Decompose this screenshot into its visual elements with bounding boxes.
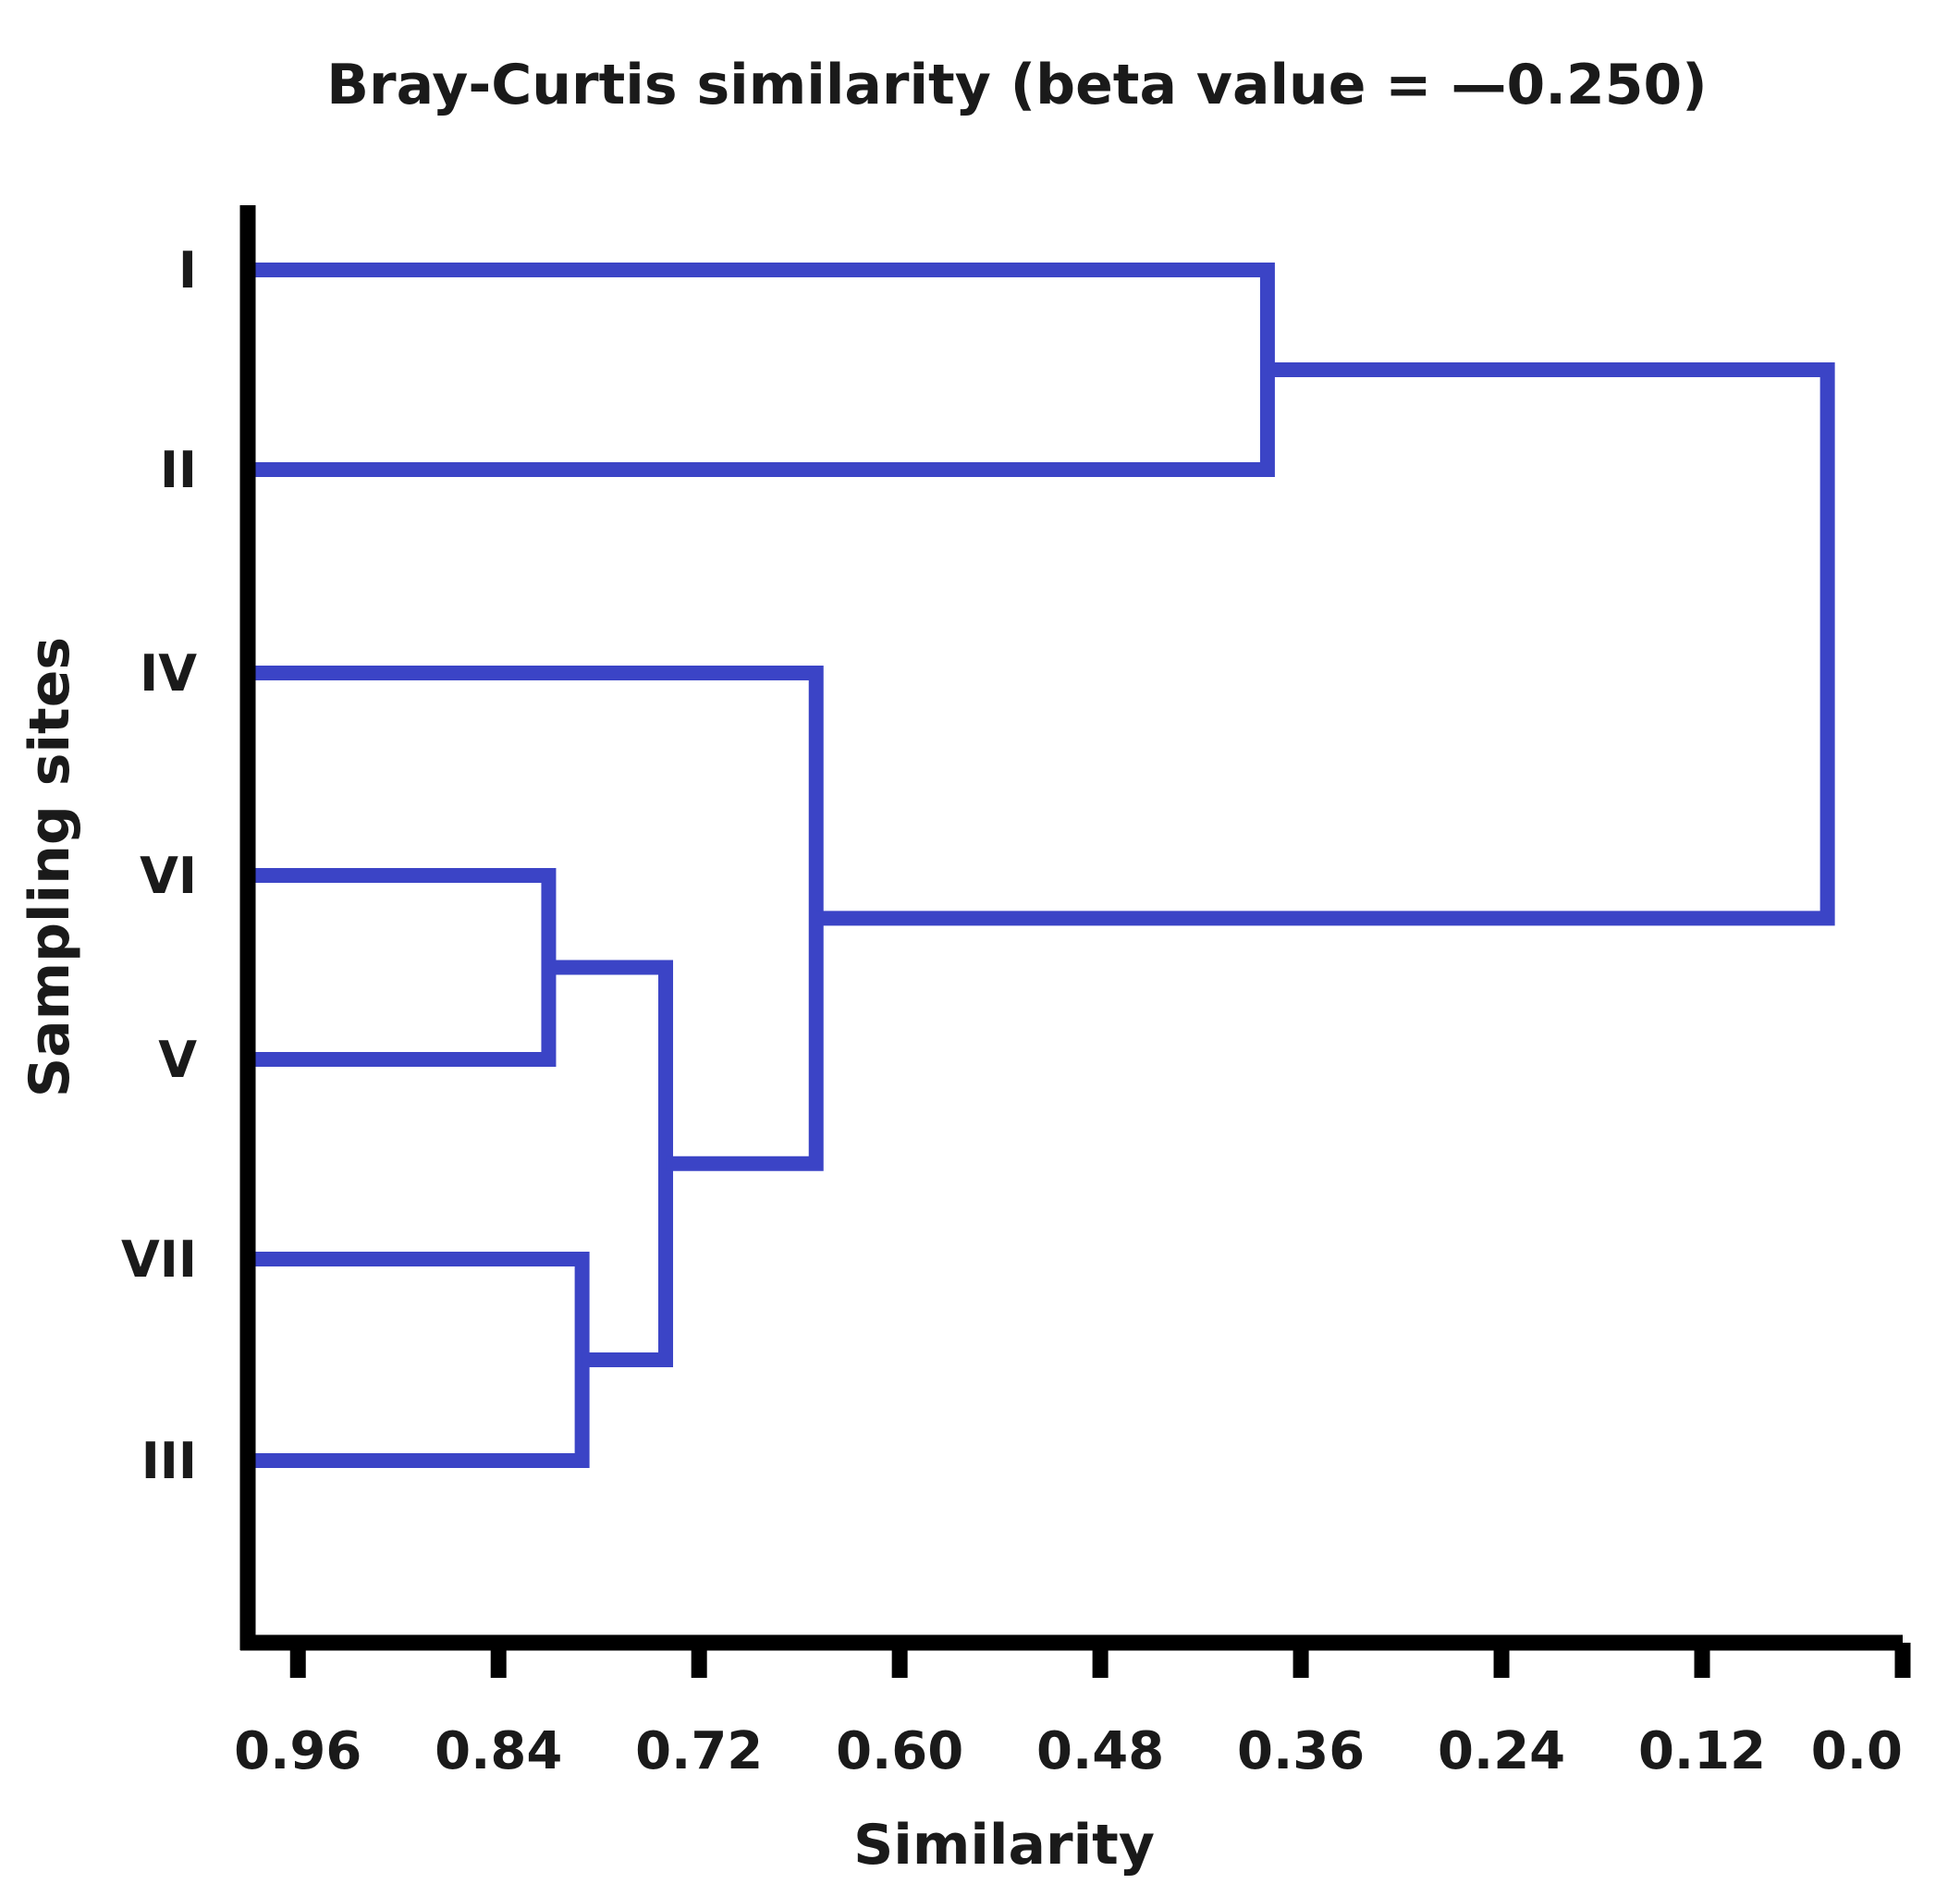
dendrogram-link-c3 <box>548 960 674 1367</box>
x-tick-label-0.24: 0.24 <box>1438 1721 1565 1781</box>
x-tick-label-0.36: 0.36 <box>1237 1721 1365 1781</box>
chart-title: Bray-Curtis similarity (beta value = —0.… <box>326 53 1707 117</box>
x-ticks: 0.96 0.84 0.72 0.60 0.48 0.36 0.24 0.12 0.0 <box>234 1643 1911 1781</box>
dendrogram-link-c5 <box>248 263 1275 477</box>
dendrogram-link-c6 <box>815 362 1835 926</box>
x-tick-label-0.84: 0.84 <box>435 1721 562 1781</box>
leaf-label-II: II <box>160 441 197 499</box>
leaf-label-VII: VII <box>121 1230 197 1289</box>
x-tick-label-0.48: 0.48 <box>1036 1721 1164 1781</box>
x-tick-label-0.72: 0.72 <box>635 1721 763 1781</box>
dendrogram-link-c1 <box>248 868 557 1067</box>
leaf-label-III: III <box>141 1432 197 1490</box>
axes <box>239 205 1903 1651</box>
leaf-label-V: V <box>158 1031 197 1089</box>
y-axis-title: Sampling sites <box>18 637 82 1097</box>
leaf-label-VI: VI <box>140 847 197 905</box>
x-tick-label-0.60: 0.60 <box>836 1721 963 1781</box>
x-tick-label-0.0: 0.0 <box>1811 1721 1903 1781</box>
x-tick-label-0.12: 0.12 <box>1638 1721 1766 1781</box>
leaf-label-I: I <box>178 241 197 300</box>
leaf-label-IV: IV <box>140 644 197 703</box>
x-tick-label-0.96: 0.96 <box>234 1721 361 1781</box>
dendrogram-tree <box>248 263 1835 1468</box>
dendrogram-link-c2 <box>248 1252 590 1468</box>
x-axis-title: Similarity <box>853 1813 1155 1878</box>
dendrogram-link-c4 <box>248 666 824 1171</box>
